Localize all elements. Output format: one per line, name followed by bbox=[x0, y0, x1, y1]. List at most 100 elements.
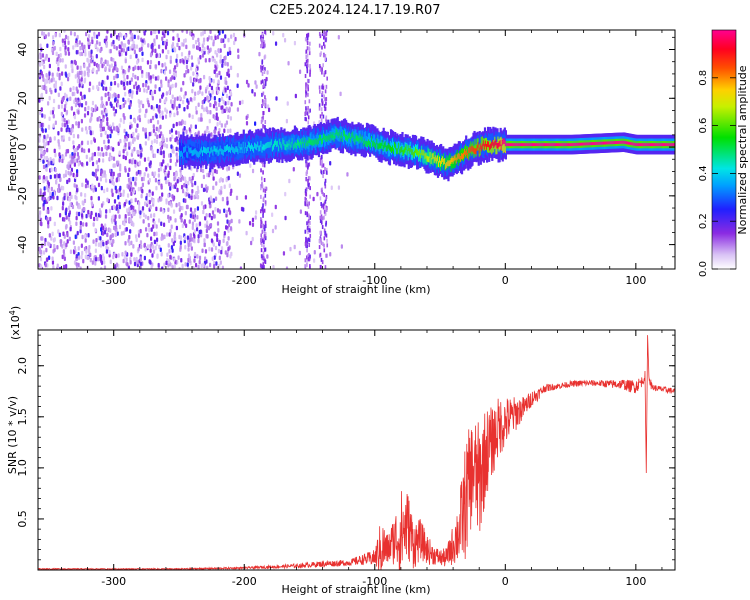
spectrogram-noise-speck bbox=[76, 65, 79, 70]
spectrogram-noise-speck bbox=[137, 233, 141, 238]
spectrogram-streak-speck bbox=[262, 255, 265, 260]
spectrogram-streak-speck bbox=[306, 63, 309, 68]
spectrogram-x-axis: -300 -200 -100 0 100 bbox=[61, 30, 663, 287]
spectrogram-streak-speck bbox=[308, 162, 311, 167]
spectrogram-noise-speck bbox=[212, 242, 215, 247]
spectrogram-noise-speck bbox=[64, 45, 67, 50]
spectrogram-noise-speck bbox=[217, 89, 220, 95]
spectrogram-streak-speck bbox=[261, 184, 264, 189]
spectrogram-noise-speck bbox=[78, 83, 81, 88]
spectrogram-noise-speck bbox=[92, 85, 95, 90]
spectrogram-noise-speck bbox=[147, 156, 150, 162]
spectrogram-noise-speck bbox=[220, 246, 224, 251]
spectrogram-noise-speck bbox=[46, 216, 49, 222]
spectrogram-streak-speck bbox=[261, 65, 264, 70]
spectrogram-streak-speck bbox=[306, 262, 308, 267]
spectrogram-noise-speck bbox=[271, 228, 275, 234]
spectrogram-noise-speck bbox=[168, 69, 172, 74]
spectrogram-noise-speck bbox=[227, 246, 230, 252]
spectrogram-streak-speck bbox=[321, 225, 324, 230]
spectrogram-noise-speck bbox=[139, 145, 142, 150]
spectrogram-noise-speck bbox=[85, 154, 88, 160]
spectrogram-streak-speck bbox=[324, 167, 326, 172]
spectrogram-noise-speck bbox=[165, 91, 168, 96]
spectrogram-noise-speck bbox=[94, 256, 98, 262]
spectrogram-noise-speck bbox=[214, 168, 217, 174]
spectrogram-noise-speck bbox=[77, 211, 81, 217]
spectrogram-noise-speck bbox=[57, 183, 61, 189]
spectrogram-noise-speck bbox=[75, 195, 78, 201]
spectrogram-noise-speck bbox=[115, 204, 119, 209]
spectrogram-noise-speck bbox=[105, 249, 109, 254]
spectrogram-noise-speck bbox=[228, 46, 231, 52]
spectrogram-streak-speck bbox=[262, 198, 265, 203]
spectrogram-noise-speck bbox=[313, 258, 316, 263]
spectrogram-noise-speck bbox=[43, 186, 46, 191]
spectrogram-noise-speck bbox=[114, 96, 117, 102]
spectrogram-noise-speck bbox=[70, 63, 73, 69]
spectrogram-noise-speck bbox=[122, 74, 126, 79]
spectrogram-noise-speck bbox=[135, 176, 138, 182]
x-tick-label: 100 bbox=[625, 274, 646, 287]
spectrogram-noise-speck bbox=[210, 238, 214, 243]
spectrogram-streak-speck bbox=[261, 254, 263, 259]
spectrogram-streak-speck bbox=[323, 228, 326, 233]
spectrogram-noise-speck bbox=[43, 134, 46, 140]
spectrogram-noise-speck bbox=[162, 153, 166, 159]
spectrogram-noise-speck bbox=[207, 172, 211, 178]
spectrogram-noise-speck bbox=[111, 219, 114, 224]
spectrogram-streak-speck bbox=[307, 115, 310, 120]
spectrogram-streak-speck bbox=[262, 213, 264, 218]
spectrogram-noise-speck bbox=[241, 99, 244, 105]
spectrogram-streak-speck bbox=[319, 210, 322, 215]
spectrogram-noise-speck bbox=[52, 113, 55, 119]
spectrogram-streak-speck bbox=[304, 266, 307, 269]
spectrogram-noise-speck bbox=[151, 96, 154, 101]
spectrogram-streak-speck bbox=[262, 188, 265, 193]
spectrogram-noise-speck bbox=[54, 167, 57, 173]
spectrogram-noise-speck bbox=[194, 39, 198, 45]
spectrogram-streak-speck bbox=[324, 70, 327, 75]
spectrogram-noise-speck bbox=[218, 97, 221, 103]
spectrogram-noise-speck bbox=[89, 252, 92, 258]
spectrogram-noise-speck bbox=[105, 43, 108, 48]
spectrogram-noise-speck bbox=[161, 192, 164, 197]
spectrogram-noise-speck bbox=[154, 178, 158, 183]
spectrogram-noise-speck bbox=[221, 58, 224, 64]
spectrogram-noise-speck bbox=[57, 173, 60, 179]
spectrogram-noise-speck bbox=[75, 262, 78, 267]
spectrogram-noise-speck bbox=[132, 244, 135, 249]
spectrogram-noise-speck bbox=[175, 225, 178, 231]
spectrogram-streak-speck bbox=[326, 76, 328, 81]
spectrogram-streak-speck bbox=[326, 30, 328, 33]
spectrogram-noise-speck bbox=[114, 220, 117, 226]
spectrogram-streak-speck bbox=[324, 178, 327, 183]
spectrogram-noise-speck bbox=[141, 69, 144, 75]
spectrogram-noise-speck bbox=[167, 218, 171, 223]
spectrogram-noise-speck bbox=[127, 40, 130, 45]
spectrogram-noise-speck bbox=[198, 42, 201, 47]
spectrogram-noise-speck bbox=[118, 150, 121, 156]
spectrogram-streak-speck bbox=[264, 259, 267, 264]
spectrogram-noise-speck bbox=[54, 120, 57, 126]
spectrogram-noise-speck bbox=[107, 125, 110, 130]
spectrogram-streak-speck bbox=[306, 161, 308, 166]
spectrogram-noise-speck bbox=[96, 47, 99, 52]
spectrogram-noise-speck bbox=[189, 233, 192, 238]
spectrogram-noise-speck bbox=[74, 102, 78, 108]
spectrogram-noise-speck bbox=[96, 164, 100, 170]
spectrogram-noise-speck bbox=[173, 103, 176, 108]
spectrogram-noise-speck bbox=[84, 183, 88, 189]
spectrogram-noise-speck bbox=[211, 57, 214, 62]
spectrogram-noise-speck bbox=[113, 44, 116, 50]
spectrogram-noise-speck bbox=[214, 35, 217, 41]
spectrogram-noise-speck bbox=[113, 80, 117, 86]
spectrogram-noise-speck bbox=[95, 237, 98, 243]
spectrogram-noise-speck bbox=[72, 45, 75, 50]
spectrogram-streak-speck bbox=[319, 114, 322, 119]
spectrogram-noise-speck bbox=[79, 91, 83, 96]
spectrogram-noise-speck bbox=[149, 146, 153, 151]
spectrogram-noise-speck bbox=[239, 266, 243, 269]
spectrogram-streak-speck bbox=[304, 264, 306, 269]
